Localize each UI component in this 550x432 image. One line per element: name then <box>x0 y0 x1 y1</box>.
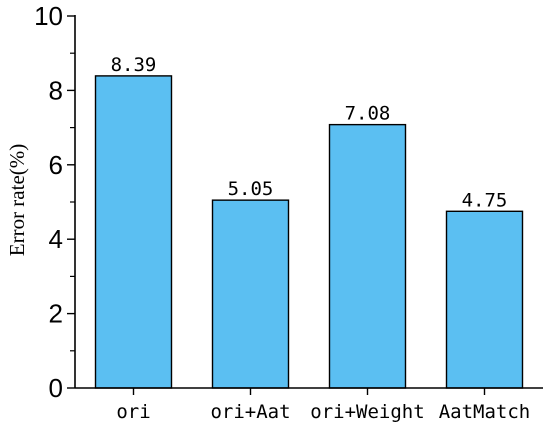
bars: 8.39 5.05 7.08 4.75 <box>94 54 524 389</box>
bar-value-label: 4.75 <box>462 189 508 211</box>
bar <box>211 199 290 389</box>
y-tick-label: 4 <box>49 224 63 254</box>
bar <box>328 123 407 389</box>
y-tick-label: 0 <box>49 373 63 403</box>
y-tick-label: 6 <box>49 150 63 180</box>
x-tick-label: ori+Aat <box>210 401 290 423</box>
y-tick-label: 10 <box>34 1 63 31</box>
x-tick-label: ori <box>116 401 150 423</box>
bar-value-label: 8.39 <box>111 54 157 76</box>
y-tick-label: 8 <box>49 75 63 105</box>
x-tick-label: AatMatch <box>439 401 531 423</box>
x-tick-label: ori+Weight <box>310 401 424 423</box>
y-axis-ticks: 0 2 4 6 8 10 <box>34 1 75 403</box>
y-axis-label: Error rate(%) <box>5 144 29 257</box>
bar-value-label: 5.05 <box>228 178 274 200</box>
bar-value-label: 7.08 <box>345 103 391 125</box>
bar <box>94 75 173 389</box>
bar <box>445 210 524 389</box>
x-axis-tick-labels: ori ori+Aat ori+Weight AatMatch <box>116 388 530 423</box>
y-tick-label: 2 <box>49 299 63 329</box>
